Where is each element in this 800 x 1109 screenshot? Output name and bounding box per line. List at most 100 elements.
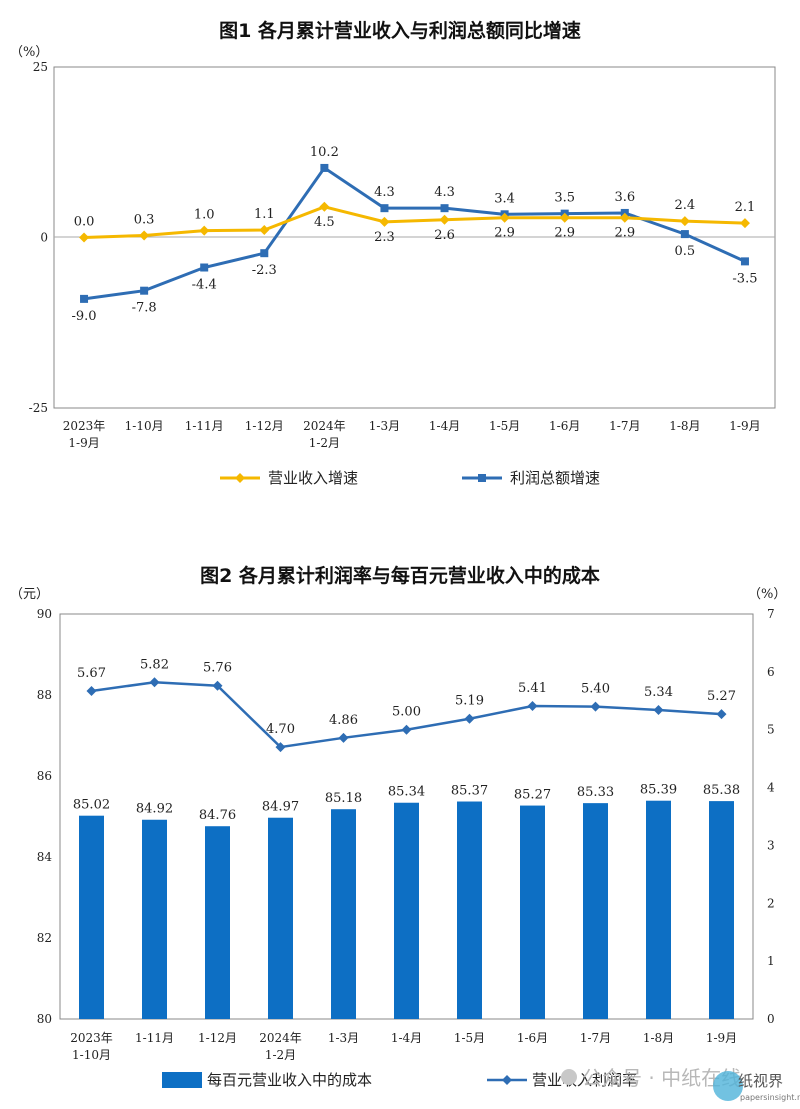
x-tick-label: 1-4月 xyxy=(429,419,460,433)
wechat-icon xyxy=(561,1069,577,1085)
data-point xyxy=(380,204,389,213)
y-right-tick-label: 1 xyxy=(767,954,775,968)
bar xyxy=(709,801,734,1019)
data-label: 10.2 xyxy=(310,145,339,160)
data-label: 3.4 xyxy=(494,191,515,206)
x-tick-label: 1-8月 xyxy=(669,419,700,433)
x-tick-label: 2024年 xyxy=(303,419,346,433)
data-label: 0.5 xyxy=(675,244,696,259)
data-point xyxy=(559,212,570,223)
x-tick-label: 1-3月 xyxy=(369,419,400,433)
data-label: 5.19 xyxy=(455,694,484,709)
bar-label: 85.38 xyxy=(703,783,740,798)
data-point xyxy=(140,286,149,295)
legend-label: 每百元营业收入中的成本 xyxy=(207,1071,372,1089)
data-label: -7.8 xyxy=(132,301,157,316)
legend-marker xyxy=(235,473,245,483)
y-left-tick-label: 90 xyxy=(37,607,52,621)
data-label: 5.34 xyxy=(644,685,673,700)
data-label: 1.0 xyxy=(194,208,215,223)
data-point xyxy=(619,212,630,223)
chart-2-right-unit: （%） xyxy=(748,587,786,602)
y-left-tick-label: 84 xyxy=(37,850,53,864)
data-point xyxy=(80,294,89,303)
legend-bar-swatch xyxy=(162,1072,202,1088)
bar xyxy=(646,800,671,1019)
x-tick-label: 1-4月 xyxy=(391,1031,422,1045)
data-point xyxy=(401,724,412,735)
legend-label: 利润总额增速 xyxy=(510,469,600,487)
x-tick-label: 1-9月 xyxy=(706,1031,737,1045)
x-tick-label: 1-9月 xyxy=(68,436,99,450)
y-right-tick-label: 3 xyxy=(767,838,775,852)
bar-label: 85.34 xyxy=(388,785,425,800)
bar xyxy=(268,817,293,1019)
data-point xyxy=(464,713,475,724)
bar xyxy=(394,802,419,1019)
bar xyxy=(142,819,167,1019)
bar-label: 84.76 xyxy=(199,808,236,823)
bar-label: 85.39 xyxy=(640,783,677,798)
data-point xyxy=(379,216,390,227)
data-point xyxy=(440,204,449,213)
x-tick-label: 1-9月 xyxy=(729,419,760,433)
data-label: 4.5 xyxy=(314,215,335,230)
y-tick-label: -25 xyxy=(29,401,48,415)
bar xyxy=(520,805,545,1019)
data-label: 0.0 xyxy=(74,215,95,230)
data-label: 5.76 xyxy=(203,661,232,676)
x-tick-label: 2024年 xyxy=(259,1031,302,1045)
bar-label: 85.18 xyxy=(325,791,362,806)
data-label: -4.4 xyxy=(192,278,217,293)
y-right-tick-label: 6 xyxy=(767,665,775,679)
data-label: 2.3 xyxy=(374,230,395,245)
data-point xyxy=(260,249,269,258)
bar-label: 85.02 xyxy=(73,798,110,813)
legend-label: 营业收入利润率 xyxy=(532,1071,637,1089)
x-tick-label: 1-11月 xyxy=(135,1031,174,1045)
y-right-tick-label: 4 xyxy=(767,781,775,795)
data-label: 0.3 xyxy=(134,212,155,227)
chart-2: 图2 各月累计利润率与每百元营业收入中的成本 （元） （%） 90 88 86 84 8… xyxy=(10,564,786,1089)
x-tick-label: 1-10月 xyxy=(125,419,164,433)
data-label: 5.82 xyxy=(140,657,169,672)
chart-1-title: 图1 各月累计营业收入与利润总额同比增速 xyxy=(219,19,581,42)
x-tick-label: 2023年 xyxy=(63,419,106,433)
data-point xyxy=(320,163,329,172)
bar xyxy=(583,803,608,1019)
data-label: 5.40 xyxy=(581,682,610,697)
data-label: 5.27 xyxy=(707,689,736,704)
x-tick-label: 1-10月 xyxy=(72,1048,111,1062)
chart-1-unit: （%） xyxy=(10,45,48,60)
y-right-tick-label: 0 xyxy=(767,1012,775,1026)
x-tick-label: 2023年 xyxy=(70,1031,113,1045)
series-line xyxy=(83,205,746,239)
x-tick-label: 1-11月 xyxy=(185,419,224,433)
y-tick-label: 25 xyxy=(33,60,48,74)
data-point xyxy=(319,201,330,212)
x-tick-label: 1-5月 xyxy=(454,1031,485,1045)
data-label: 5.00 xyxy=(392,705,421,720)
data-point xyxy=(679,216,690,227)
legend-marker xyxy=(478,474,486,482)
bar-label: 85.27 xyxy=(514,788,551,803)
data-label: 2.9 xyxy=(614,226,635,241)
watermark-logo-text: 纸视界 xyxy=(738,1072,783,1090)
data-label: -3.5 xyxy=(732,271,757,286)
data-point xyxy=(200,263,209,272)
data-point xyxy=(259,224,270,235)
watermark-logo-url: papersinsight.net xyxy=(740,1093,800,1102)
x-tick-label: 1-12月 xyxy=(198,1031,237,1045)
data-label: 2.9 xyxy=(494,226,515,241)
data-label: 2.9 xyxy=(554,226,575,241)
data-point xyxy=(212,680,223,691)
data-point xyxy=(86,685,97,696)
data-label: 3.6 xyxy=(614,190,635,205)
legend-label: 营业收入增速 xyxy=(268,469,358,487)
x-tick-label: 1-12月 xyxy=(245,419,284,433)
chart-2-left-unit: （元） xyxy=(10,587,49,602)
x-tick-label: 1-8月 xyxy=(643,1031,674,1045)
data-label: 4.3 xyxy=(434,185,455,200)
data-point xyxy=(199,225,210,236)
bar xyxy=(331,809,356,1019)
